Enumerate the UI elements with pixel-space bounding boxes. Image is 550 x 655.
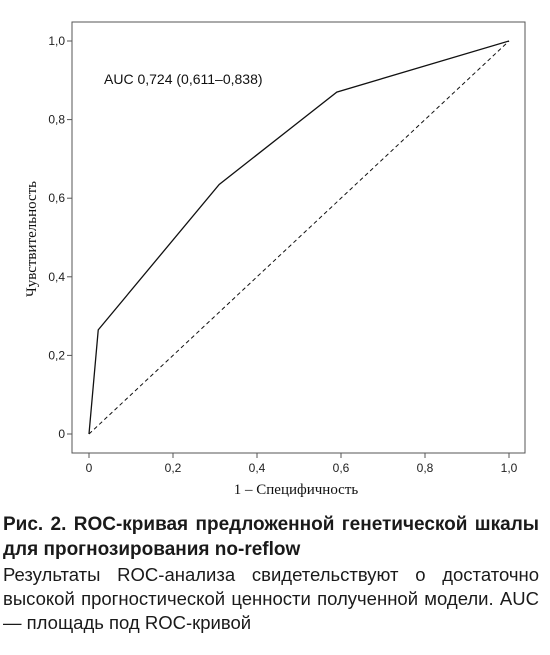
y-axis-ticks: 0 0,2 0,4 0,6 0,8 1,0 [48,34,72,441]
y-tick-label: 0,8 [48,113,65,127]
x-tick-label: 1,0 [501,461,518,475]
caption-title: Рис. 2. ROC-кривая предложенной генетиче… [3,514,539,560]
series-layer [88,40,510,435]
y-tick-label: 0,2 [48,348,65,362]
y-tick-label: 0,6 [48,191,65,205]
y-tick-label: 0,4 [48,270,65,284]
figure-caption: Рис. 2. ROC-кривая предложенной генетиче… [3,512,539,635]
y-axis-title: Чувствительность [24,181,40,297]
caption-body: Результаты ROC-анализа свидетельствуют о… [3,564,539,633]
reference-diagonal-line [88,40,510,435]
roc-chart: 0 0,2 0,4 0,6 0,8 1,0 0 0,2 0,4 0,6 0,8 1,0 AUC 0,… [24,21,526,498]
plot-frame [71,21,526,454]
roc-curve-line [88,40,510,435]
x-tick-label: 0,8 [417,461,434,475]
x-axis-ticks: 0 0,2 0,4 0,6 0,8 1,0 [86,453,518,475]
y-tick-label: 1,0 [48,34,65,48]
x-tick-label: 0 [86,461,93,475]
x-tick-label: 0,2 [165,461,182,475]
y-tick-label: 0 [58,427,65,441]
auc-annotation: AUC 0,724 (0,611–0,838) [104,71,263,87]
x-axis-title: 1 – Специфичность [234,482,359,498]
x-tick-label: 0,6 [333,461,350,475]
x-tick-label: 0,4 [249,461,266,475]
